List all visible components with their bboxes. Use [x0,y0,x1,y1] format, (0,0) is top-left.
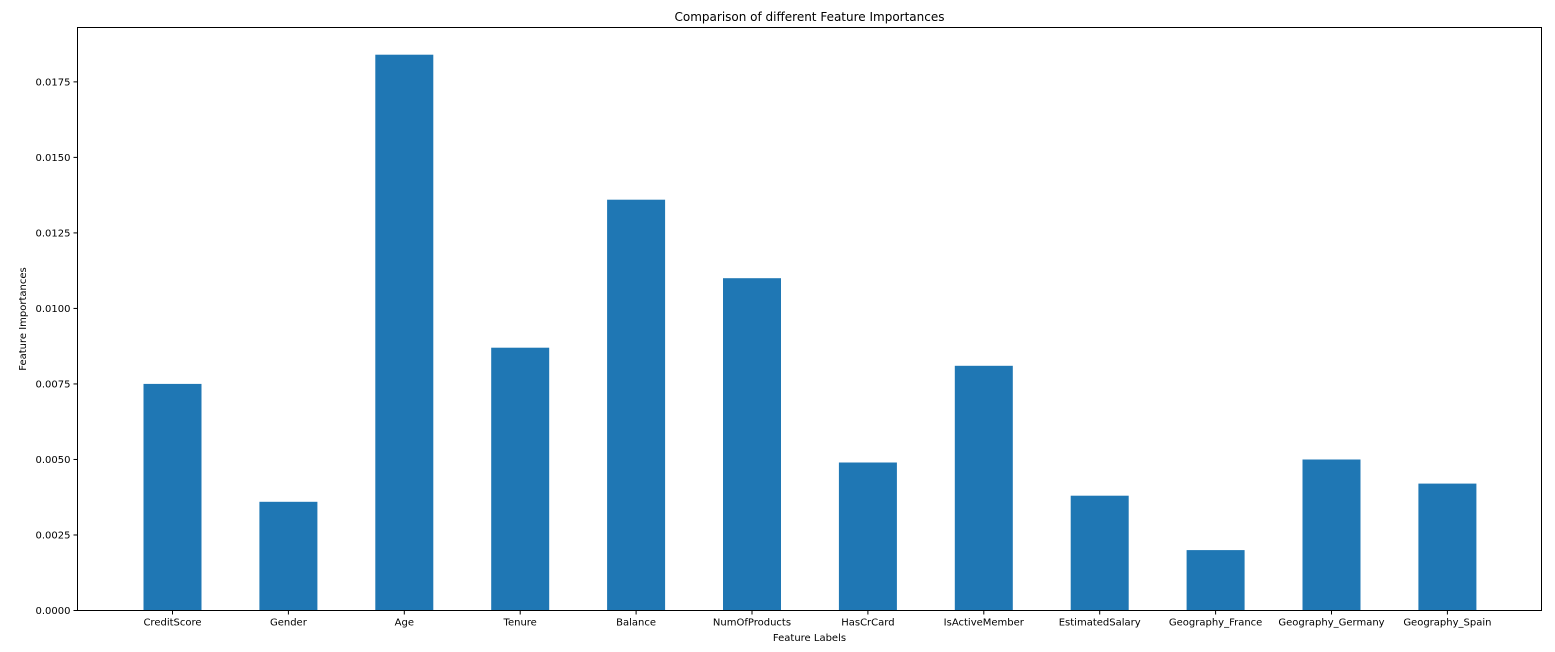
x-tick-label: Tenure [503,618,537,629]
x-axis-title: Feature Labels [773,633,846,644]
bar-geography-spain [1418,483,1477,611]
bar-isactivemember [954,365,1013,611]
y-axis: 0.0000 0.0025 0.0050 0.0075 0.0100 0.0125 0.01… [36,77,78,617]
bars-group [143,54,1477,611]
bar-geography-germany [1302,459,1361,611]
x-tick-label: Geography_France [1169,618,1262,629]
x-tick-label: NumOfProducts [713,618,791,629]
chart-title: Comparison of different Feature Importan… [675,10,945,24]
x-tick-label: Geography_Spain [1403,618,1491,629]
x-tick-label: Gender [270,618,308,629]
y-tick-label: 0.0100 [36,304,71,315]
plot-frame [77,27,1542,611]
y-tick-label: 0.0000 [36,606,71,617]
y-tick-label: 0.0050 [36,455,71,466]
y-tick-label: 0.0175 [36,77,71,88]
bar-balance [607,199,666,611]
y-axis-title: Feature Importances [18,267,29,370]
x-tick-label: IsActiveMember [944,618,1025,629]
bar-numofproducts [723,278,781,611]
x-tick-label: CreditScore [143,618,201,629]
bar-tenure [491,347,550,611]
bar-age [375,54,434,611]
y-tick-label: 0.0125 [36,228,71,239]
bar-geography-france [1186,550,1245,611]
y-tick-label: 0.0150 [36,153,71,164]
x-tick-label: Age [395,618,414,629]
y-tick-label: 0.0075 [36,379,71,390]
bar-hascrcard [838,462,897,611]
bar-gender [259,501,318,611]
bar-estimatedsalary [1070,495,1129,611]
x-axis: CreditScore Gender Age Tenure Balance NumOfPr… [143,610,1491,629]
x-tick-label: Geography_Germany [1278,618,1384,629]
x-tick-label: Balance [616,618,656,629]
x-tick-label: EstimatedSalary [1059,618,1141,629]
x-tick-label: HasCrCard [841,618,894,629]
y-tick-label: 0.0025 [36,530,71,541]
bar-creditscore [143,383,202,611]
